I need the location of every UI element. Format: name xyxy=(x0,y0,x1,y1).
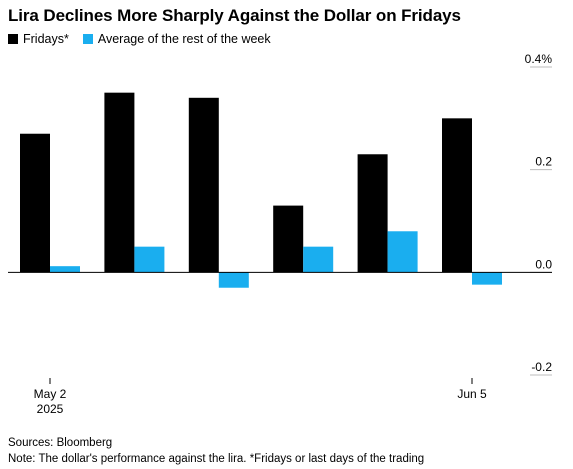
bar-fridays xyxy=(188,97,219,273)
y-tick-label: 0.0 xyxy=(535,257,552,271)
bar-fridays xyxy=(357,154,388,273)
y-tick-label: -0.2 xyxy=(531,360,552,374)
sources-note: Sources: Bloomberg xyxy=(8,437,113,449)
bar-rest-of-week xyxy=(218,272,249,288)
chart-legend: Fridays* Average of the rest of the week xyxy=(8,32,285,46)
chart-title: Lira Declines More Sharply Against the D… xyxy=(8,6,461,25)
bar-fridays xyxy=(20,133,50,273)
bar-fridays xyxy=(273,205,304,273)
bar-rest-of-week xyxy=(303,246,334,273)
legend-swatch-rest-of-week xyxy=(82,34,93,44)
bar-fridays xyxy=(104,92,135,273)
bar-fridays xyxy=(442,118,472,273)
x-tick-label: May 2 xyxy=(34,387,67,401)
x-tick-label: Jun 5 xyxy=(457,387,487,401)
footnote: Note: The dollar's performance against t… xyxy=(8,453,425,465)
legend-label-fridays: Fridays* xyxy=(23,32,69,46)
legend-item-rest-of-week: Average of the rest of the week xyxy=(82,32,271,46)
bar-rest-of-week xyxy=(134,246,165,273)
bar-rest-of-week xyxy=(50,266,80,273)
y-tick-label: 0.2 xyxy=(535,155,552,169)
legend-item-fridays: Fridays* xyxy=(8,32,69,46)
y-tick-label: 0.4% xyxy=(525,52,553,66)
legend-swatch-fridays xyxy=(8,34,18,44)
bar-rest-of-week xyxy=(472,272,502,285)
x-tick-label: 2025 xyxy=(37,402,64,416)
legend-label-rest-of-week: Average of the rest of the week xyxy=(97,32,271,46)
bar-rest-of-week xyxy=(387,231,418,273)
